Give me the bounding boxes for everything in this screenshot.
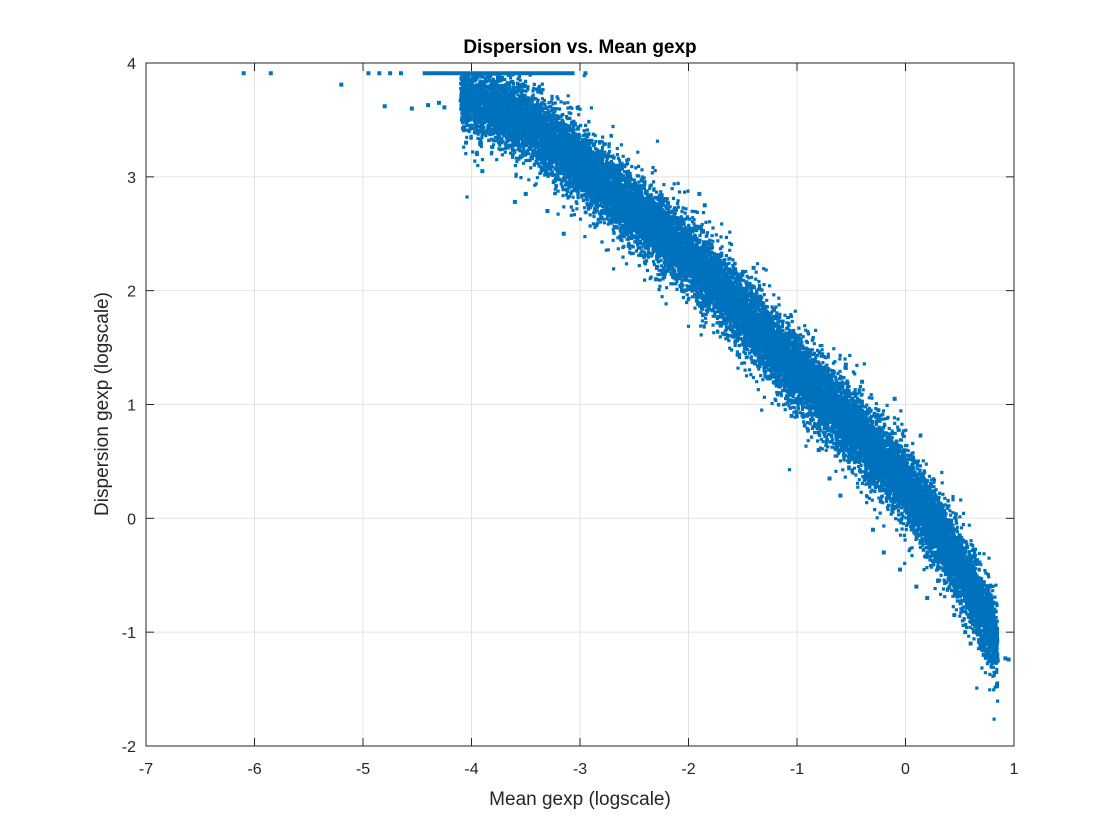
chart-title: Dispersion vs. Mean gexp [463, 37, 696, 58]
scatter-point [561, 231, 566, 236]
scatter-point [442, 105, 447, 110]
scatter-point [366, 71, 371, 76]
scatter-point [643, 260, 648, 265]
scatter-point [795, 334, 799, 339]
scatter-point [382, 104, 387, 109]
x-tick-label: -4 [464, 761, 478, 778]
scatter-point [474, 152, 479, 157]
scatter-point [870, 527, 875, 532]
scatter-point-cloud [459, 71, 1000, 721]
x-tick-label: -7 [139, 761, 153, 778]
scatter-point [827, 476, 832, 481]
y-axis-label: Dispersion gexp (logscale) [92, 292, 113, 516]
scatter-point [512, 199, 517, 204]
scatter-point [480, 169, 485, 174]
scatter-point [936, 578, 941, 583]
scatter-point [914, 584, 919, 589]
scatter-point [979, 635, 984, 640]
x-tick-label: 0 [901, 761, 910, 778]
scatter-point [583, 71, 588, 76]
scatter-point [426, 103, 431, 108]
scatter-point [735, 334, 740, 339]
scatter-point [377, 71, 382, 76]
scatter-point [653, 277, 658, 282]
y-tick-label: 1 [127, 398, 136, 415]
scatter-point [789, 413, 794, 418]
scatter-point [572, 186, 577, 191]
scatter-point [957, 533, 962, 538]
scatter-points [241, 71, 1011, 721]
scatter-point [805, 351, 810, 356]
x-tick-label: -6 [247, 761, 261, 778]
scatter-point [388, 71, 393, 76]
scatter-point [697, 191, 702, 196]
scatter-point [816, 448, 821, 453]
scatter-point [892, 396, 897, 401]
scatter-point [523, 191, 528, 196]
scatter-point [545, 208, 550, 213]
axis-ticks: -7 -6 -5 -4 -3 -2 -1 0 1 -2 -1 0 1 2 3 4 [122, 56, 1019, 778]
scatter-point [860, 379, 865, 384]
x-tick-label: -5 [356, 761, 370, 778]
y-tick-label: -2 [122, 739, 136, 756]
x-tick-label: -1 [790, 761, 804, 778]
scatter-point [339, 82, 344, 87]
scatter-point [995, 658, 1000, 663]
scatter-cap-line [422, 71, 575, 76]
scatter-point [436, 100, 441, 105]
y-tick-label: 2 [127, 284, 136, 301]
scatter-point [626, 243, 631, 248]
scatter-point [941, 561, 946, 566]
scatter-point [990, 641, 995, 646]
scatter-point [838, 493, 843, 498]
scatter-point [719, 311, 724, 316]
x-tick-label: 1 [1010, 761, 1019, 778]
scatter-point [843, 362, 848, 367]
scatter-point [751, 265, 756, 270]
scatter-point [398, 71, 403, 76]
scatter-point [241, 71, 246, 76]
scatter-point [984, 647, 989, 652]
y-tick-label: 0 [127, 511, 136, 528]
scatter-point [268, 71, 273, 76]
scatter-point [469, 123, 474, 128]
scatter-point [988, 655, 993, 660]
x-tick-label: -2 [681, 761, 695, 778]
scatter-point [702, 203, 707, 208]
y-tick-label: 3 [127, 170, 136, 187]
y-tick-label: 4 [127, 56, 136, 73]
scatter-point [881, 550, 886, 555]
scatter-point [409, 106, 414, 111]
scatter-point [963, 630, 968, 635]
scatter-point [887, 459, 892, 464]
scatter-point [952, 613, 957, 618]
scatter-point [458, 98, 463, 103]
scatter-point [908, 453, 913, 458]
scatter-point [974, 590, 979, 595]
x-axis-label: Mean gexp (logscale) [489, 789, 671, 810]
scatter-point [1006, 657, 1011, 662]
scatter-point [925, 596, 930, 601]
x-tick-label: -3 [573, 761, 587, 778]
y-tick-label: -1 [122, 625, 136, 642]
scatter-point [876, 408, 881, 413]
scatter-point [464, 140, 469, 145]
scatter-point [762, 368, 767, 373]
scatter-point [968, 641, 973, 646]
scatter-point [898, 567, 903, 572]
scatter-point [778, 391, 783, 396]
scatter-point [981, 652, 986, 657]
scatter-point [1003, 656, 1008, 661]
